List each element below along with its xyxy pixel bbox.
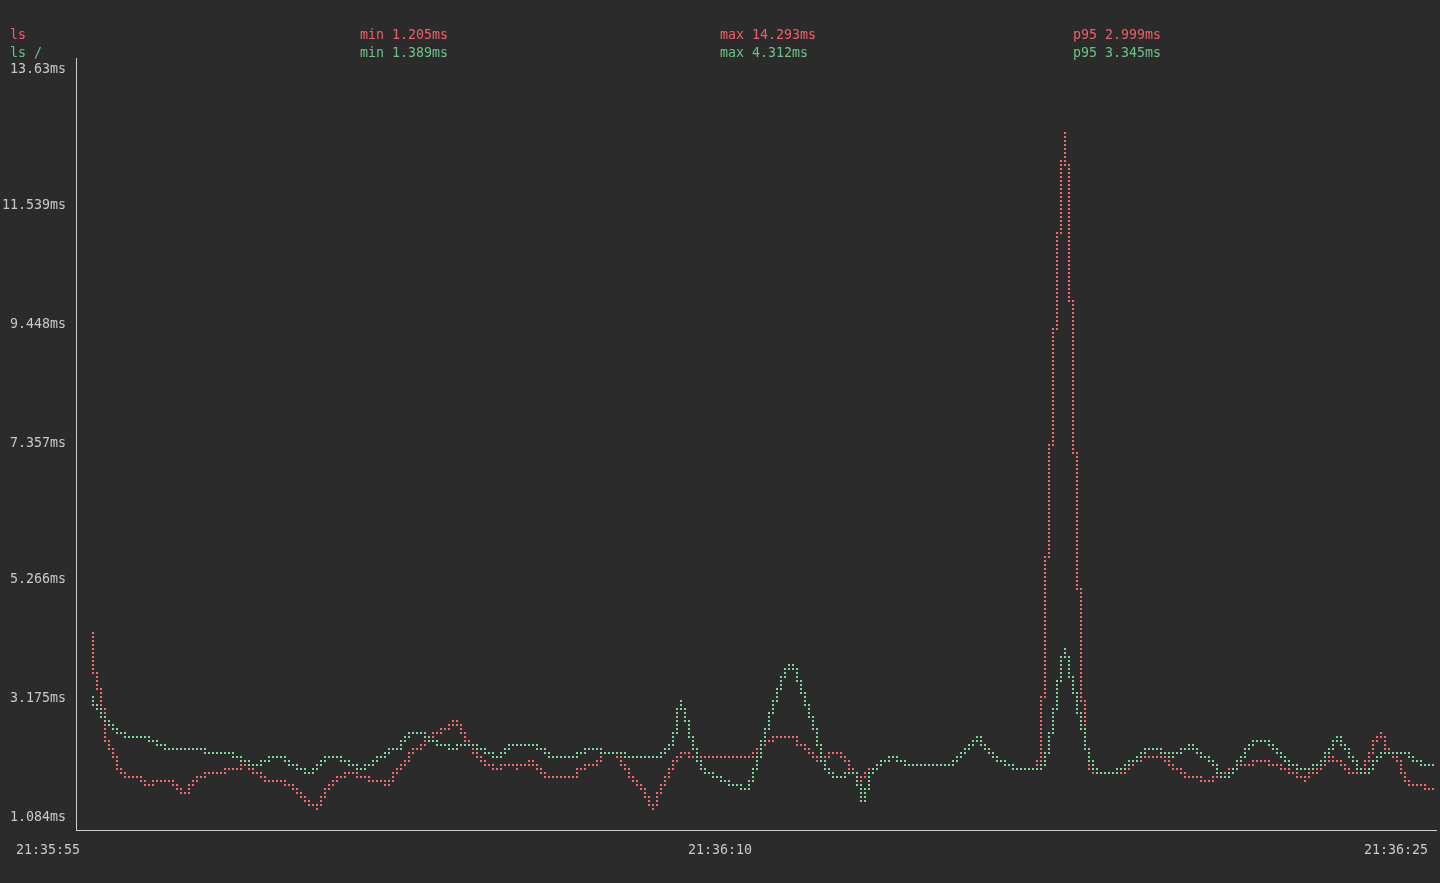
series-1-min-stat: min 1.205ms	[360, 27, 448, 42]
y-axis-label: 5.266ms	[0, 571, 66, 586]
series-2-p95-stat: p95 3.345ms	[1073, 45, 1161, 60]
series-1-max-stat: max 14.293ms	[720, 27, 816, 42]
latency-chart-canvas	[0, 0, 1440, 883]
x-axis-label: 21:36:10	[688, 842, 752, 857]
y-axis-label: 7.357ms	[0, 435, 66, 450]
y-axis-label: 3.175ms	[0, 690, 66, 705]
series-2-max-stat: max 4.312ms	[720, 45, 808, 60]
x-axis-line	[76, 830, 1437, 831]
y-axis-label: 9.448ms	[0, 316, 66, 331]
series-2-min-stat: min 1.389ms	[360, 45, 448, 60]
x-axis-label: 21:36:25	[1364, 842, 1428, 857]
y-axis-label: 11.539ms	[0, 197, 66, 212]
x-axis-label: 21:35:55	[16, 842, 80, 857]
y-axis-line	[76, 58, 77, 831]
y-axis-label: 1.084ms	[0, 809, 66, 824]
legend-series-2-label: ls /	[10, 45, 42, 60]
y-axis-label: 13.63ms	[0, 61, 66, 76]
legend-series-1-label: ls	[10, 27, 26, 42]
series-1-p95-stat: p95 2.999ms	[1073, 27, 1161, 42]
